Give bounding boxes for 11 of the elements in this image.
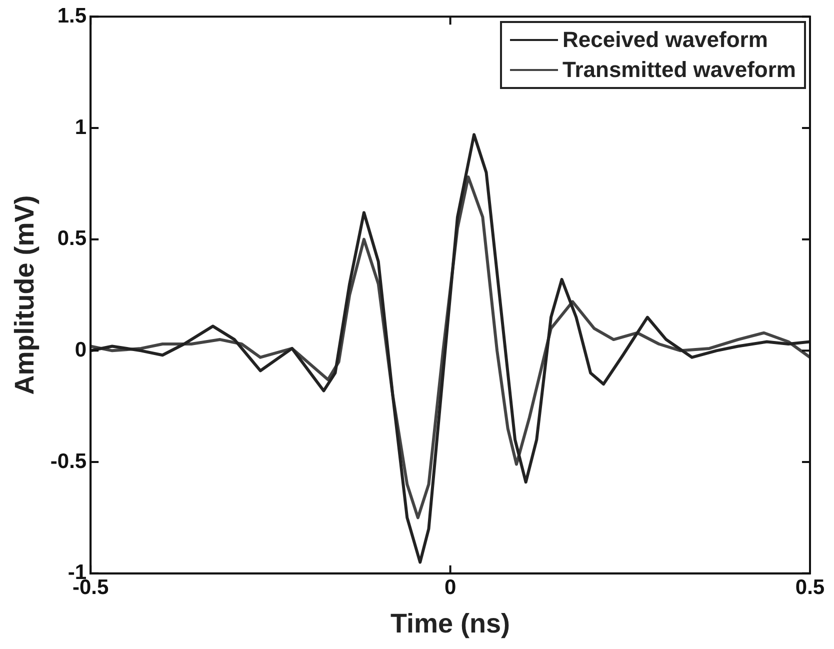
y-axis-title: Amplitude (mV): [10, 195, 40, 395]
y-tick-label: 1.5: [57, 4, 87, 28]
x-tick-label: 0: [444, 576, 456, 599]
y-tick-label: -0.5: [50, 450, 87, 473]
y-tick-label: 1: [74, 116, 87, 139]
legend-label: Received waveform: [562, 26, 768, 53]
x-axis-title: Time (ns): [390, 608, 510, 638]
x-tick-label: 0.5: [795, 576, 825, 599]
y-tick-label: 0.5: [57, 227, 87, 250]
y-tick-label: 0: [74, 338, 87, 362]
legend-label: Transmitted waveform: [562, 56, 796, 83]
